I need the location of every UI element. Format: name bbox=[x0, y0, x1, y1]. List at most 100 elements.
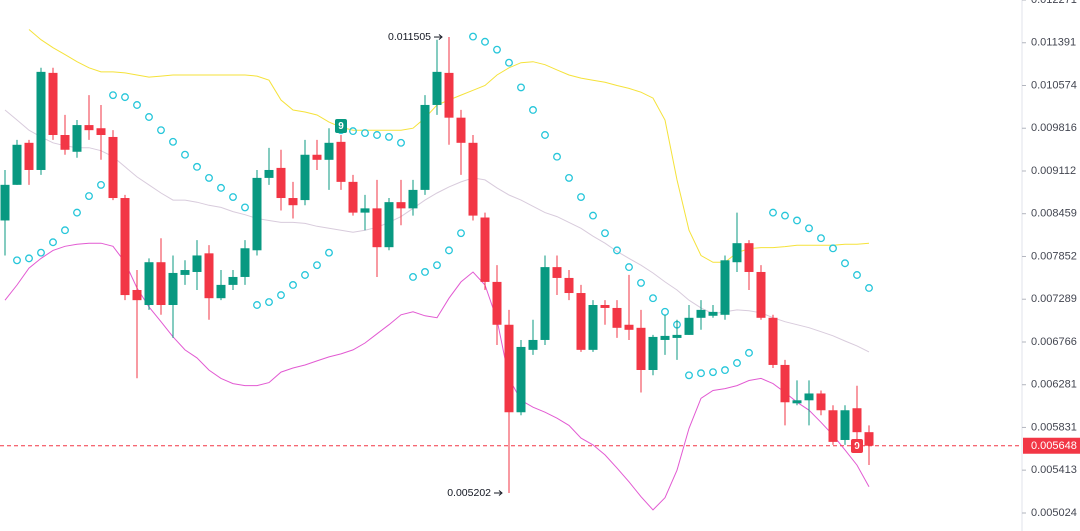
sar-dot bbox=[409, 273, 417, 281]
sar-dot bbox=[601, 229, 609, 238]
candle-body bbox=[156, 262, 166, 306]
candle-body bbox=[456, 117, 466, 143]
sar-dot bbox=[625, 263, 633, 272]
sar-dot bbox=[613, 246, 621, 255]
y-tick-label: 0.009112 bbox=[1031, 165, 1076, 177]
candle-body bbox=[480, 217, 490, 282]
sar-dot bbox=[721, 366, 729, 375]
candle-body bbox=[348, 181, 358, 213]
candle-body bbox=[264, 169, 274, 178]
candle-body bbox=[840, 410, 850, 440]
sar-dot bbox=[169, 137, 177, 146]
sar-dot bbox=[685, 371, 693, 380]
sar-dot bbox=[241, 203, 249, 212]
candle-body bbox=[816, 393, 826, 411]
sar-dot bbox=[565, 173, 573, 182]
annotation-arrowhead bbox=[498, 490, 503, 496]
sar-dot bbox=[469, 32, 477, 41]
sar-dot bbox=[193, 162, 201, 171]
sar-dot bbox=[781, 211, 789, 220]
candle-body bbox=[300, 154, 310, 201]
sar-dot bbox=[145, 113, 153, 121]
y-tick-label: 0.005024 bbox=[1031, 507, 1077, 519]
candle-body bbox=[204, 253, 214, 299]
sar-dot bbox=[277, 291, 285, 300]
sar-dot bbox=[205, 173, 213, 182]
candle-body bbox=[600, 305, 610, 308]
candle-body bbox=[648, 336, 658, 371]
candle-body bbox=[84, 125, 94, 131]
sar-dot bbox=[433, 261, 441, 270]
sar-dot bbox=[217, 183, 225, 192]
sar-dot bbox=[853, 271, 861, 279]
sar-dot bbox=[289, 281, 297, 289]
sar-dot bbox=[457, 229, 465, 238]
sar-dot bbox=[481, 37, 489, 46]
sar-dot bbox=[649, 294, 657, 303]
candle-body bbox=[312, 154, 322, 160]
annotation-arrowhead bbox=[438, 34, 443, 40]
sar-dot bbox=[157, 126, 165, 135]
sar-dot bbox=[301, 271, 309, 279]
candle-body bbox=[216, 284, 226, 299]
candle-body bbox=[804, 393, 814, 401]
sar-dot bbox=[505, 58, 513, 67]
y-tick-label: 0.005413 bbox=[1031, 464, 1077, 476]
candle-body bbox=[516, 346, 526, 413]
y-tick-label: 0.009816 bbox=[1031, 122, 1077, 134]
candle-body bbox=[672, 334, 682, 338]
candle-body bbox=[720, 260, 730, 315]
candle-body bbox=[528, 339, 538, 350]
sar-dot bbox=[817, 234, 825, 243]
candle-body bbox=[744, 243, 754, 272]
sar-dot bbox=[493, 45, 501, 54]
candle-body bbox=[492, 281, 502, 325]
sar-dot bbox=[85, 192, 93, 200]
candle-body bbox=[852, 408, 862, 433]
candle-body bbox=[252, 177, 262, 251]
candle-body bbox=[336, 141, 346, 182]
sar-dot bbox=[517, 83, 525, 92]
sar-dot bbox=[745, 348, 753, 357]
y-tick-label: 0.007289 bbox=[1031, 293, 1077, 305]
candle-body bbox=[588, 305, 598, 350]
td-badge bbox=[335, 119, 347, 134]
candle-body bbox=[192, 255, 202, 272]
sar-dot bbox=[709, 368, 717, 377]
candle-body bbox=[180, 270, 190, 275]
sar-dot bbox=[577, 193, 585, 201]
candle-body bbox=[636, 327, 646, 371]
sar-dot bbox=[397, 138, 405, 147]
candle-body bbox=[420, 104, 430, 190]
candle-body bbox=[768, 317, 778, 365]
y-tick-label: 0.010574 bbox=[1031, 79, 1077, 91]
sar-dot bbox=[637, 278, 645, 287]
td-count: 9 bbox=[854, 441, 860, 452]
candle-body bbox=[228, 276, 238, 285]
candle-body bbox=[384, 202, 394, 248]
sar-dot bbox=[361, 129, 369, 138]
price-tag bbox=[1023, 437, 1080, 454]
y-tick-label: 0.011391 bbox=[1031, 37, 1076, 49]
sar-dot bbox=[229, 193, 237, 201]
sar-dot bbox=[445, 246, 453, 255]
candle-body bbox=[828, 410, 838, 442]
candle-body bbox=[504, 324, 514, 413]
sar-dot bbox=[769, 208, 777, 217]
candle-body bbox=[24, 142, 34, 170]
candle-body bbox=[372, 208, 382, 248]
candle-body bbox=[144, 262, 154, 306]
sar-dot bbox=[109, 91, 117, 100]
candle-body bbox=[288, 198, 298, 206]
candle-body bbox=[360, 208, 370, 213]
price-tag-label: 0.005648 bbox=[1031, 440, 1077, 452]
sar-dot bbox=[841, 259, 849, 268]
candle-body bbox=[540, 267, 550, 340]
sar-dot bbox=[61, 226, 69, 235]
candle-body bbox=[552, 267, 562, 278]
sar-dot bbox=[97, 180, 105, 189]
sar-dot bbox=[733, 359, 741, 367]
candle-body bbox=[120, 198, 130, 296]
sar-dot bbox=[541, 131, 549, 139]
